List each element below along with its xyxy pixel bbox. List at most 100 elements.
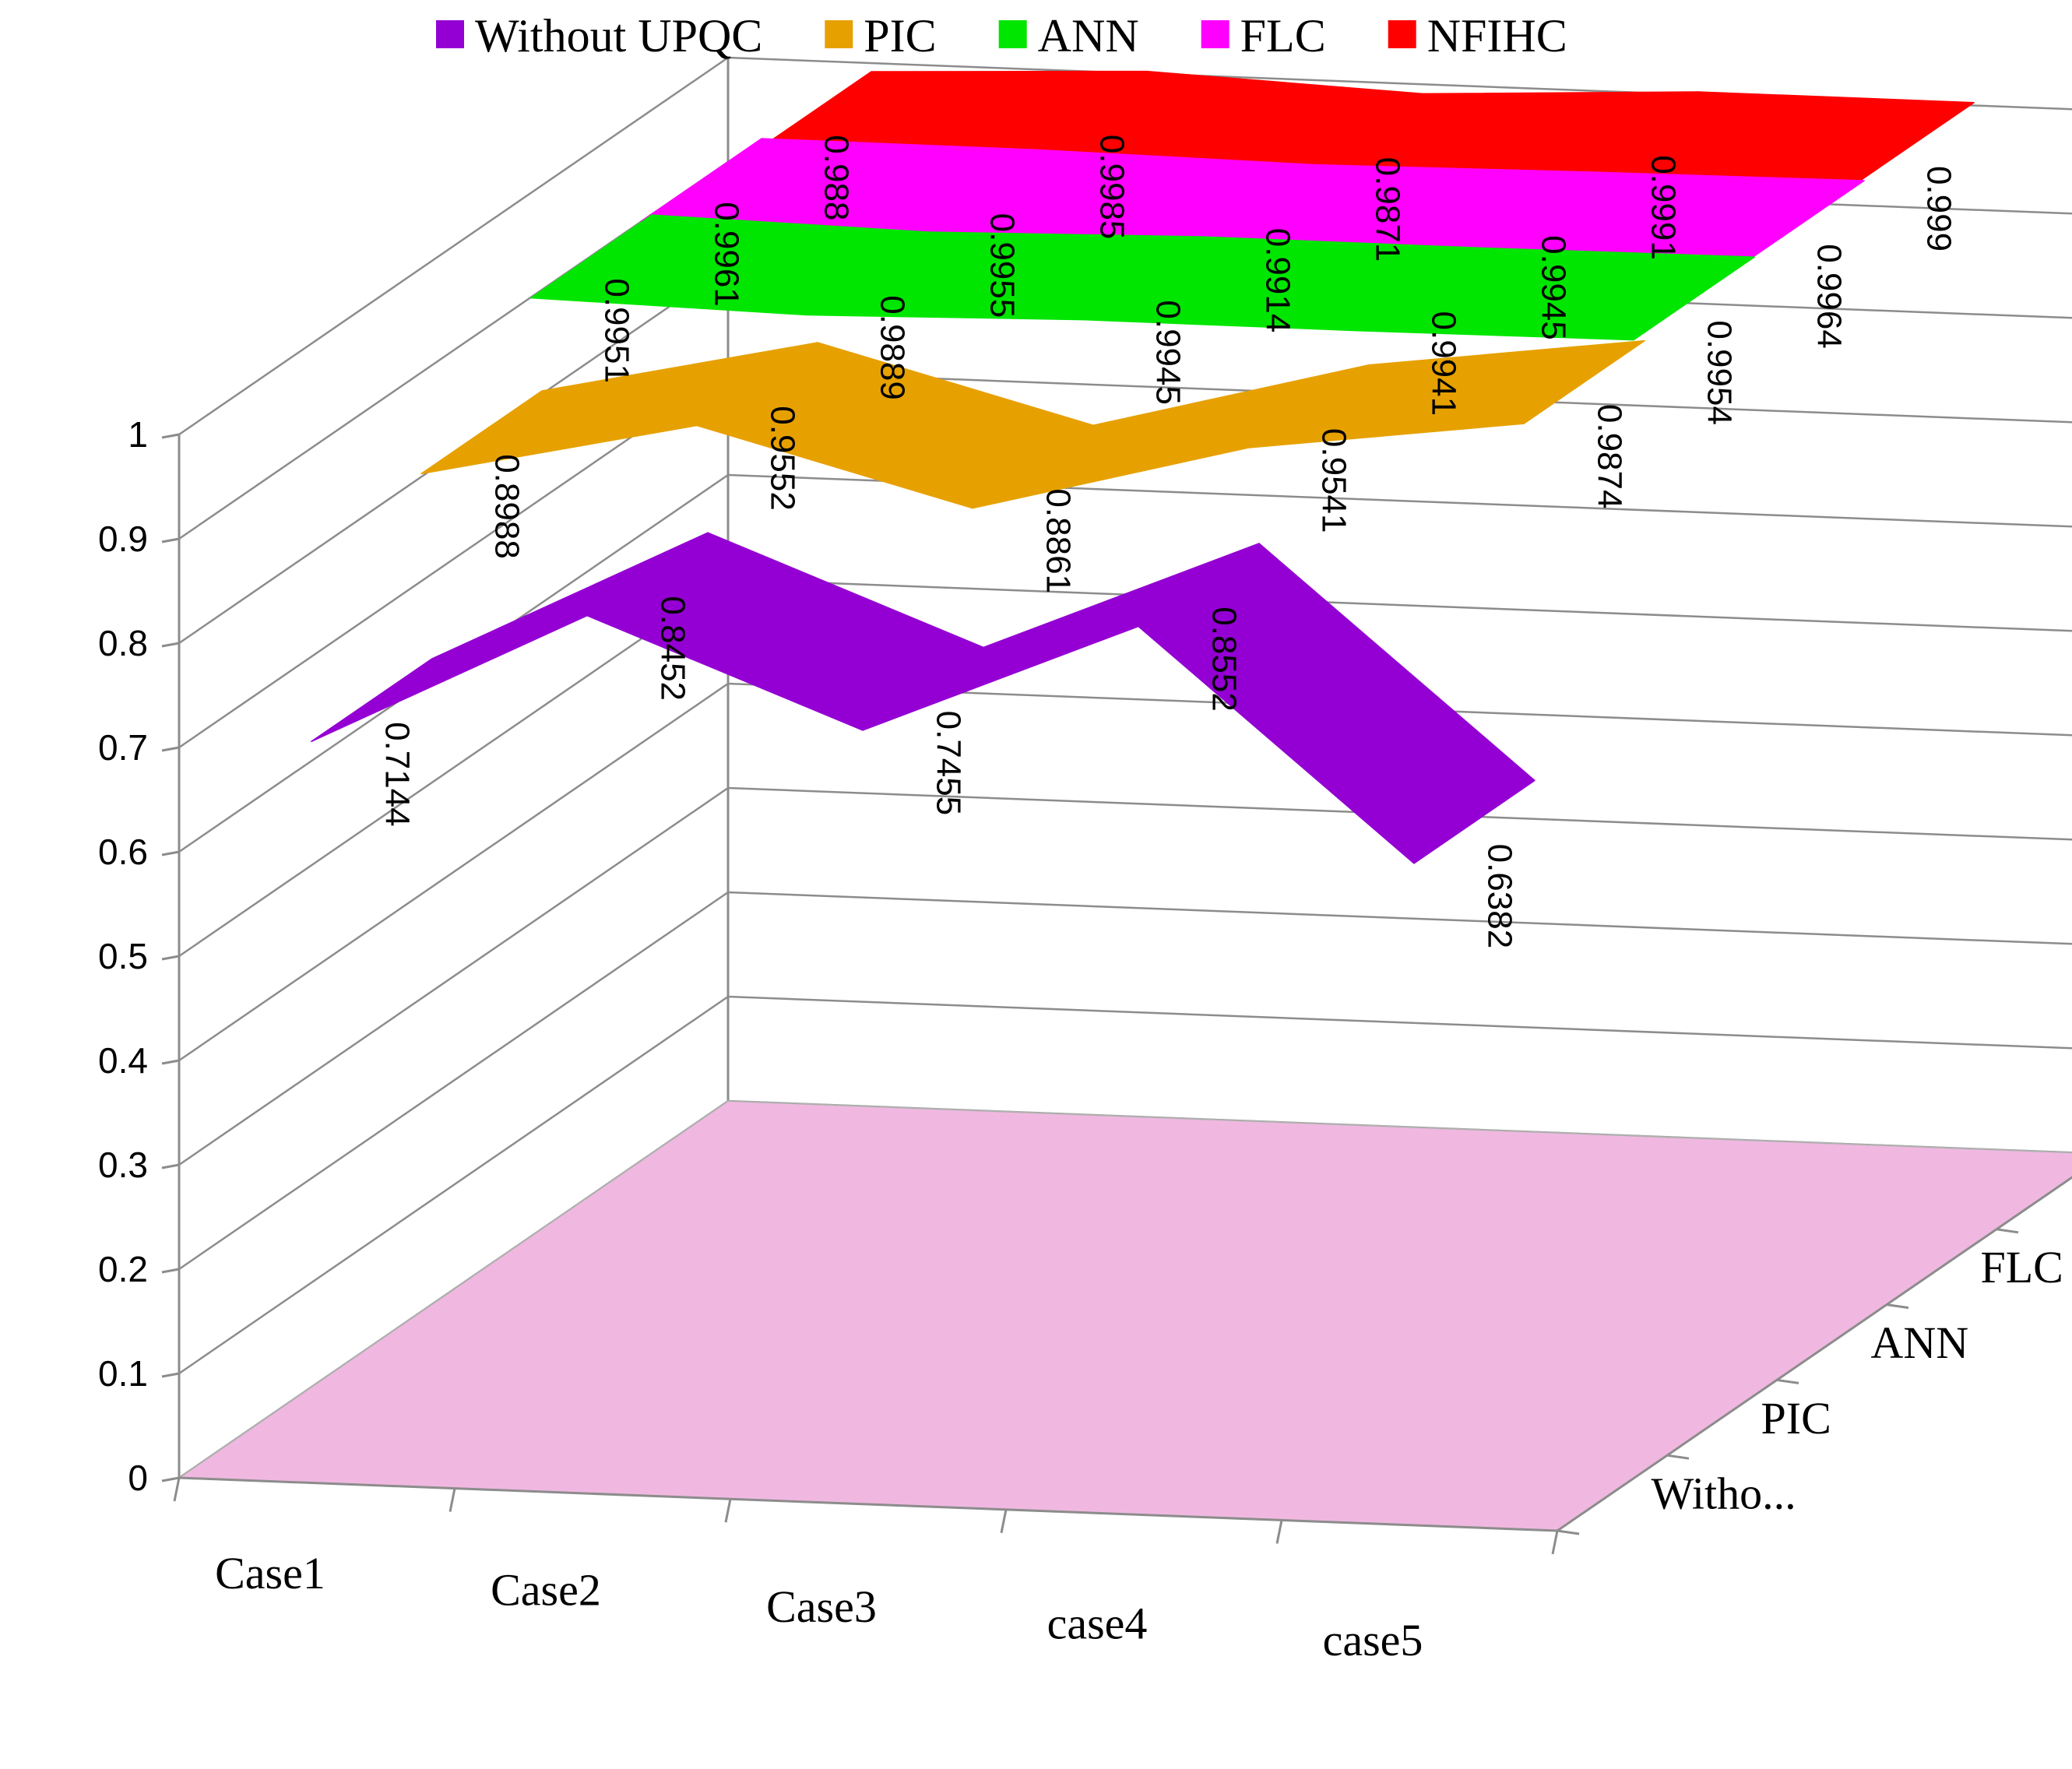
z-tick-mark <box>1666 1454 1690 1460</box>
legend-item: NFIHC <box>1388 10 1567 62</box>
data-label: 0.9552 <box>764 406 802 511</box>
data-label: 0.9945 <box>1149 300 1187 405</box>
y-tick-mark <box>161 1268 180 1274</box>
legend-label: ANN <box>1038 10 1139 62</box>
z-axis-line <box>1557 1176 2072 1532</box>
legend-item: FLC <box>1201 10 1326 62</box>
data-label: 0.9991 <box>1645 155 1683 260</box>
legend-label: NFIHC <box>1427 10 1567 62</box>
data-label: 0.9874 <box>1591 404 1629 509</box>
series-pic <box>420 339 1645 509</box>
y-tick-mark <box>161 746 180 752</box>
y-tick-label: 0.7 <box>98 727 148 768</box>
z-tick-mark <box>1557 1529 1580 1535</box>
category-label: case4 <box>1047 1598 1148 1649</box>
series-segment <box>1138 543 1536 864</box>
data-label: 0.9941 <box>1425 311 1463 417</box>
z-tick-mark <box>1996 1228 2019 1234</box>
gridline <box>178 578 2072 958</box>
legend: Without UPQC PIC ANN FLC NFIHC <box>436 10 1567 62</box>
data-label: 0.9954 <box>1701 320 1739 425</box>
depth-label: Witho... <box>1652 1468 1796 1519</box>
y-tick-label: 0.8 <box>98 623 148 663</box>
data-label: 0.9985 <box>1093 135 1131 240</box>
legend-label: PIC <box>864 10 936 62</box>
legend-label: Without UPQC <box>475 10 762 62</box>
data-label: 0.7455 <box>930 711 968 816</box>
y-tick-mark <box>161 1476 180 1482</box>
legend-swatch <box>1201 20 1229 48</box>
y-tick-label: 0.9 <box>98 519 148 559</box>
series-nfihc <box>750 70 1975 186</box>
data-label: 0.9889 <box>874 295 912 400</box>
floor-plane <box>176 1099 2072 1532</box>
y-tick-label: 1 <box>128 414 148 455</box>
y-tick-mark <box>161 1059 180 1065</box>
data-label: 0.999 <box>1920 166 1958 251</box>
category-label: case5 <box>1323 1615 1423 1665</box>
y-tick-label: 0.4 <box>98 1040 148 1081</box>
data-label: 0.9914 <box>1259 228 1297 333</box>
data-label: 0.9871 <box>1369 157 1407 262</box>
chart-series <box>311 70 1975 864</box>
category-label: Case3 <box>766 1581 877 1632</box>
data-label: 0.6382 <box>1481 844 1519 949</box>
legend-swatch <box>1388 20 1416 48</box>
category-label: Case2 <box>491 1564 601 1615</box>
y-tick-label: 0.5 <box>98 936 148 976</box>
x-tick-mark <box>449 1488 456 1512</box>
x-tick-mark <box>173 1477 181 1502</box>
data-label: 0.988 <box>818 135 856 220</box>
data-label: 0.9955 <box>983 213 1022 318</box>
depth-label: PIC <box>1761 1393 1831 1444</box>
data-label: 0.9951 <box>598 278 636 383</box>
legend-item: ANN <box>998 10 1139 62</box>
depth-label: FLC <box>1981 1242 2063 1292</box>
series-ann <box>530 214 1755 341</box>
data-label: 0.8552 <box>1205 607 1244 712</box>
y-tick-mark <box>161 537 180 543</box>
y-tick-label: 0.2 <box>98 1249 148 1289</box>
y-tick-mark <box>161 850 180 856</box>
data-label: 0.9961 <box>708 202 746 307</box>
z-tick-mark <box>1886 1303 1909 1310</box>
data-label: 0.9964 <box>1810 244 1849 349</box>
series-without-upqc <box>311 532 1536 864</box>
legend-item: PIC <box>825 10 937 62</box>
data-labels: 0.988 0.9985 0.9871 0.9991 0.999 0.9961 0.9955… <box>378 135 1958 948</box>
y-tick-mark <box>161 642 180 648</box>
legend-label: FLC <box>1240 10 1326 62</box>
gridline <box>178 682 2072 1062</box>
y-tick-mark <box>161 1163 180 1169</box>
y-tick-label: 0.1 <box>98 1353 148 1394</box>
y-tick-label: 0 <box>128 1458 148 1498</box>
x-axis-line <box>178 1476 1558 1532</box>
gridline <box>178 786 2072 1166</box>
axis-labels: 0 0.1 0.2 0.3 0.4 0.5 0.6 0.7 0.8 0.9 1 Case1 Case2 C… <box>98 414 2063 1665</box>
legend-swatch <box>436 20 464 48</box>
legend-item: Without UPQC <box>436 10 762 62</box>
series-segment <box>1357 247 1755 341</box>
x-tick-mark <box>1000 1509 1008 1534</box>
x-tick-mark <box>724 1498 732 1523</box>
z-tick-mark <box>1776 1378 1799 1384</box>
data-label: 0.9945 <box>1535 235 1573 340</box>
y-tick-mark <box>161 433 180 439</box>
series-flc <box>640 138 1865 265</box>
legend-swatch <box>998 20 1027 48</box>
data-label: 0.8988 <box>488 454 526 559</box>
y-tick-mark <box>161 1372 180 1378</box>
data-label: 0.7144 <box>378 722 417 827</box>
y-tick-mark <box>161 955 180 961</box>
data-label: 0.8861 <box>1040 488 1078 593</box>
category-label: Case1 <box>215 1548 325 1598</box>
x-tick-mark <box>1551 1530 1559 1555</box>
legend-swatch <box>825 20 853 48</box>
series-segment <box>1247 339 1645 448</box>
chart-floor <box>176 1099 2072 1532</box>
depth-label: ANN <box>1871 1317 1969 1368</box>
y-tick-label: 0.6 <box>98 832 148 872</box>
data-label: 0.9541 <box>1315 428 1353 533</box>
data-label: 0.8452 <box>654 596 692 701</box>
